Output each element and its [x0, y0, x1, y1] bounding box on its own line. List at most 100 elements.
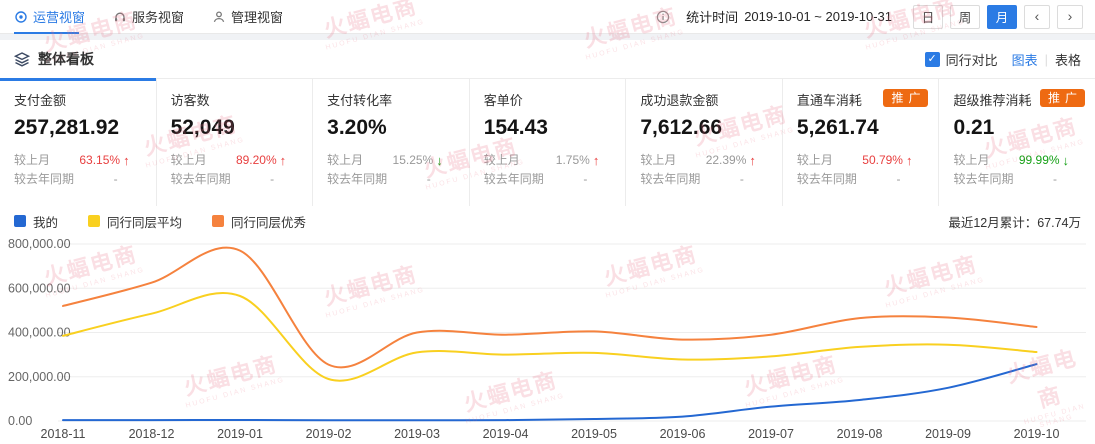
legend-label: 我的	[33, 215, 59, 230]
view-options: ✓ 同行对比 图表 | 表格	[924, 50, 1081, 69]
metric-label: 直通车消耗	[796, 93, 862, 108]
table-view-toggle[interactable]: 表格	[1054, 52, 1081, 68]
metric-card-super-recommend-spend[interactable]: 超级推荐消耗 推广 0.21 较上月 99.99% ↓ 较去年同期 -	[939, 79, 1095, 206]
mom-label: 较上月	[483, 153, 520, 167]
chart-legend-bar: 我的 同行同层平均 同行同层优秀 最近12月累计：67.74万	[0, 206, 1095, 232]
trend-arrow-icon: ↑	[123, 153, 130, 168]
trend-arrow-icon: ↑	[279, 153, 287, 168]
trend-line-chart[interactable]: 0.00 200,000.00 400,000.00 600,000.00 800,00…	[0, 232, 1095, 444]
tab-operations-view[interactable]: 运营视窗	[14, 0, 85, 34]
x-axis-label: 2019-05	[571, 427, 617, 441]
x-axis-label: 2019-01	[217, 427, 263, 441]
metric-value: 0.21	[953, 116, 995, 139]
page-title: 整体看板	[38, 51, 94, 67]
metric-label: 客单价	[483, 93, 523, 108]
metric-label: 支付金额	[14, 93, 67, 108]
stat-time-label: 统计时间	[686, 10, 739, 25]
headset-icon	[113, 10, 127, 24]
mom-value: 22.39%	[705, 153, 747, 167]
y-axis-label: 400,000.00	[8, 326, 71, 340]
chart-view-toggle[interactable]: 图表	[1011, 52, 1038, 68]
tab-label: 服务视窗	[132, 10, 185, 25]
y-axis-label: 800,000.00	[8, 237, 71, 251]
metric-card-conversion-rate[interactable]: 支付转化率 3.20% 较上月 15.25% ↓ 较去年同期 -	[313, 79, 470, 206]
mom-value: 99.99%	[1018, 153, 1060, 167]
yoy-label: 较去年同期	[953, 172, 1014, 186]
mom-label: 较上月	[953, 153, 990, 167]
metric-card-refund-amount[interactable]: 成功退款金额 7,612.66 较上月 22.39% ↑ 较去年同期 -	[626, 79, 783, 206]
section-title-group: 整体看板	[14, 49, 94, 69]
yoy-label: 较去年同期	[640, 172, 701, 186]
yoy-label: 较去年同期	[327, 172, 388, 186]
tab-label: 运营视窗	[33, 10, 86, 25]
monitor-icon	[14, 10, 28, 24]
toggle-divider: |	[1044, 51, 1048, 67]
metric-value: 154.43	[483, 116, 548, 139]
top-bar: 运营视窗 服务视窗 管理视窗 统计时间 2019-10-01 ~ 2019-10…	[0, 0, 1095, 34]
info-icon[interactable]	[656, 10, 670, 24]
metric-card-pay-amount[interactable]: 支付金额 257,281.92 较上月 63.15% ↑ 较去年同期 -	[0, 78, 157, 206]
mom-label: 较上月	[14, 153, 51, 167]
yoy-label: 较去年同期	[170, 172, 231, 186]
granularity-week-button[interactable]: 周	[950, 4, 980, 29]
metric-card-zhitongche-spend[interactable]: 直通车消耗 推广 5,261.74 较上月 50.79% ↑ 较去年同期 -	[783, 79, 940, 206]
y-axis-label: 600,000.00	[8, 281, 71, 295]
x-axis-label: 2019-09	[925, 427, 971, 441]
x-axis-label: 2019-08	[837, 427, 883, 441]
y-axis-label: 200,000.00	[8, 370, 71, 384]
x-axis-label: 2019-06	[660, 427, 706, 441]
series-line-0	[62, 363, 1038, 422]
legend-items: 我的 同行同层平均 同行同层优秀	[14, 212, 336, 231]
legend-swatch-yellow	[88, 215, 101, 227]
x-axis-label: 2018-11	[41, 427, 86, 441]
yoy-value: -	[739, 172, 744, 186]
promo-badge[interactable]: 推广	[883, 89, 929, 107]
trend-arrow-icon: ↑	[905, 153, 913, 168]
person-icon	[212, 10, 226, 24]
legend-swatch-orange	[212, 215, 225, 227]
mom-value: 89.20%	[235, 153, 277, 167]
legend-label: 同行同层优秀	[231, 215, 307, 230]
promo-badge[interactable]: 推广	[1040, 89, 1086, 107]
x-axis-label: 2018-12	[129, 427, 175, 441]
legend-item-peer-average[interactable]: 同行同层平均	[88, 212, 182, 231]
yoy-label: 较去年同期	[14, 172, 75, 186]
x-axis-label: 2019-02	[306, 427, 352, 441]
cumulative-total: 最近12月累计：67.74万	[948, 215, 1081, 230]
legend-item-peer-excellent[interactable]: 同行同层优秀	[212, 212, 306, 231]
peer-compare-checkbox[interactable]: ✓	[924, 51, 940, 67]
series-line-2	[62, 246, 1038, 369]
peer-compare-label: 同行对比	[945, 52, 998, 68]
legend-item-mine[interactable]: 我的	[14, 212, 58, 231]
metric-label: 支付转化率	[327, 93, 393, 108]
metric-label: 成功退款金额	[640, 93, 719, 108]
mom-label: 较上月	[327, 153, 364, 167]
next-period-button[interactable]: ›	[1057, 4, 1083, 29]
date-range[interactable]: 2019-10-01 ~ 2019-10-31	[744, 9, 892, 24]
metric-value: 5,261.74	[796, 116, 879, 139]
y-axis-label: 0.00	[8, 414, 32, 428]
mom-value: 1.75%	[555, 153, 590, 167]
tab-label: 管理视窗	[231, 10, 284, 25]
metric-card-visitors[interactable]: 访客数 52,049 较上月 89.20% ↑ 较去年同期 -	[157, 79, 314, 206]
granularity-day-button[interactable]: 日	[913, 4, 943, 29]
yoy-value: -	[583, 172, 588, 186]
metric-label: 超级推荐消耗	[953, 93, 1032, 108]
legend-label: 同行同层平均	[107, 215, 183, 230]
trend-arrow-icon: ↑	[592, 153, 600, 168]
granularity-month-button[interactable]: 月	[987, 4, 1017, 29]
layers-icon	[14, 51, 30, 67]
prev-period-button[interactable]: ‹	[1024, 4, 1050, 29]
legend-swatch-blue	[14, 215, 26, 227]
yoy-label: 较去年同期	[483, 172, 544, 186]
metric-value: 3.20%	[327, 116, 387, 139]
tab-service-view[interactable]: 服务视窗	[113, 0, 184, 34]
x-axis-label: 2019-07	[748, 427, 794, 441]
tab-management-view[interactable]: 管理视窗	[212, 0, 283, 34]
yoy-value: -	[426, 172, 431, 186]
mom-value: 15.25%	[392, 153, 434, 167]
mom-label: 较上月	[796, 153, 833, 167]
metric-card-avg-order-value[interactable]: 客单价 154.43 较上月 1.75% ↑ 较去年同期 -	[470, 79, 627, 206]
x-axis-label: 2019-03	[394, 427, 440, 441]
